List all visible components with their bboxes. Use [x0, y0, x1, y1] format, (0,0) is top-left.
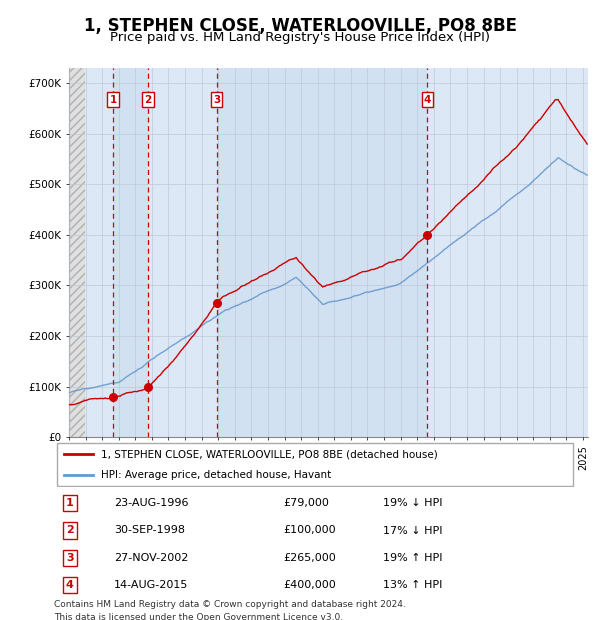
- Text: 27-NOV-2002: 27-NOV-2002: [114, 552, 188, 562]
- Text: Price paid vs. HM Land Registry's House Price Index (HPI): Price paid vs. HM Land Registry's House …: [110, 31, 490, 44]
- Text: 4: 4: [66, 580, 74, 590]
- Text: This data is licensed under the Open Government Licence v3.0.: This data is licensed under the Open Gov…: [54, 613, 343, 620]
- Text: 2: 2: [66, 526, 74, 536]
- Text: 1, STEPHEN CLOSE, WATERLOOVILLE, PO8 8BE: 1, STEPHEN CLOSE, WATERLOOVILLE, PO8 8BE: [83, 17, 517, 35]
- Text: 4: 4: [424, 94, 431, 105]
- Text: 14-AUG-2015: 14-AUG-2015: [114, 580, 188, 590]
- Text: 13% ↑ HPI: 13% ↑ HPI: [383, 580, 442, 590]
- Text: 1, STEPHEN CLOSE, WATERLOOVILLE, PO8 8BE (detached house): 1, STEPHEN CLOSE, WATERLOOVILLE, PO8 8BE…: [101, 449, 438, 459]
- Text: 17% ↓ HPI: 17% ↓ HPI: [383, 526, 442, 536]
- Text: 30-SEP-1998: 30-SEP-1998: [114, 526, 185, 536]
- Text: 3: 3: [213, 94, 220, 105]
- Bar: [217, 68, 427, 437]
- Text: Contains HM Land Registry data © Crown copyright and database right 2024.: Contains HM Land Registry data © Crown c…: [54, 600, 406, 609]
- Text: HPI: Average price, detached house, Havant: HPI: Average price, detached house, Hava…: [101, 469, 331, 480]
- Text: £400,000: £400,000: [284, 580, 337, 590]
- Text: 3: 3: [66, 552, 73, 562]
- Text: 19% ↑ HPI: 19% ↑ HPI: [383, 552, 442, 562]
- Bar: [113, 68, 148, 437]
- Text: £265,000: £265,000: [284, 552, 337, 562]
- Text: 19% ↓ HPI: 19% ↓ HPI: [383, 498, 442, 508]
- Text: 1: 1: [66, 498, 74, 508]
- FancyBboxPatch shape: [56, 443, 574, 486]
- Text: 2: 2: [144, 94, 151, 105]
- Text: £100,000: £100,000: [284, 526, 337, 536]
- Bar: [69, 68, 85, 437]
- Text: 1: 1: [109, 94, 116, 105]
- Text: £79,000: £79,000: [284, 498, 329, 508]
- Text: 23-AUG-1996: 23-AUG-1996: [114, 498, 188, 508]
